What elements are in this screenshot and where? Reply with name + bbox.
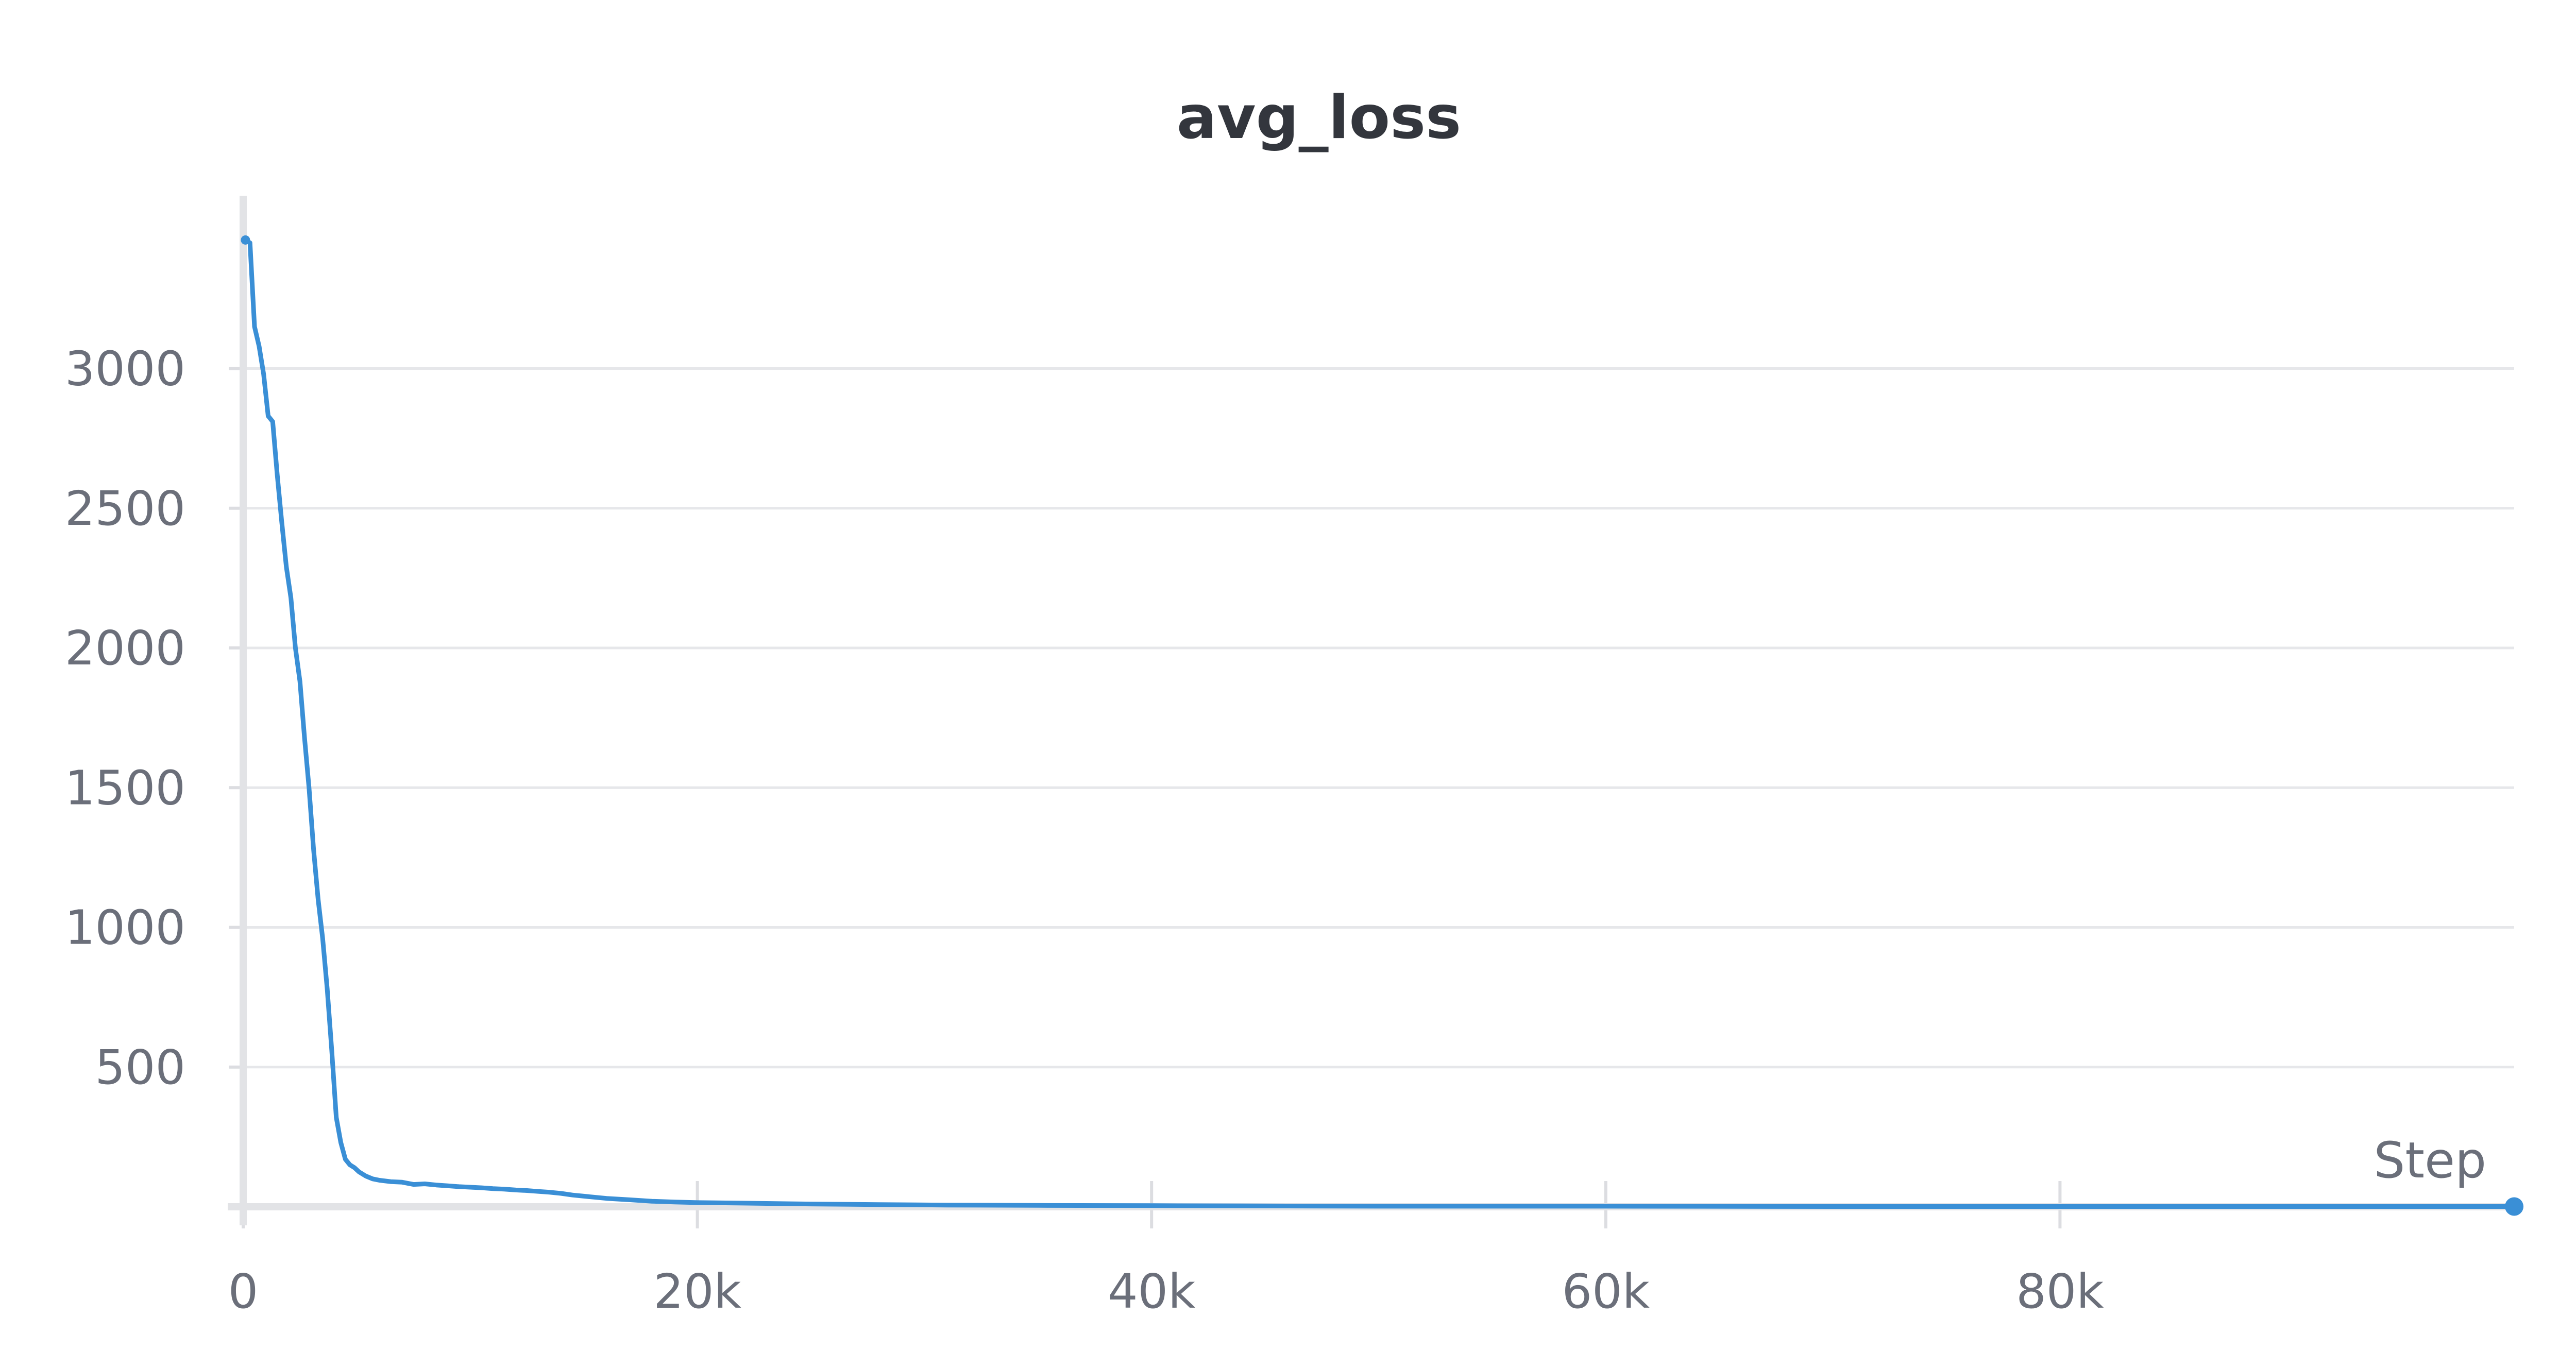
chart-title: avg_loss	[1177, 83, 1461, 152]
y-tick-label-2: 1500	[65, 760, 185, 815]
x-tick-label-1: 20k	[653, 1264, 741, 1319]
y-axis-ticks: 500 1000 1500 2000 2500 3000	[65, 341, 243, 1095]
x-axis-ticks: 0 20k 40k 60k 80k	[228, 1181, 2104, 1319]
x-tick-label-4: 80k	[2016, 1264, 2104, 1319]
x-tick-label-0: 0	[228, 1264, 259, 1319]
series-start-point-0	[241, 235, 250, 245]
x-tick-label-2: 40k	[1108, 1264, 1196, 1319]
series-end-point-0	[2505, 1197, 2523, 1216]
y-tick-label-4: 2500	[65, 481, 185, 536]
grid-lines	[243, 367, 2514, 1069]
y-tick-label-0: 500	[95, 1040, 185, 1095]
y-tick-label-1: 1000	[65, 900, 185, 955]
x-axis-title: Step	[2374, 1132, 2486, 1189]
x-tick-label-3: 60k	[1562, 1264, 1650, 1319]
y-tick-label-3: 2000	[65, 621, 185, 676]
axes	[228, 196, 2514, 1225]
series-layer	[241, 235, 2523, 1216]
series-line-0	[243, 237, 2517, 1209]
y-tick-label-5: 3000	[65, 341, 185, 397]
